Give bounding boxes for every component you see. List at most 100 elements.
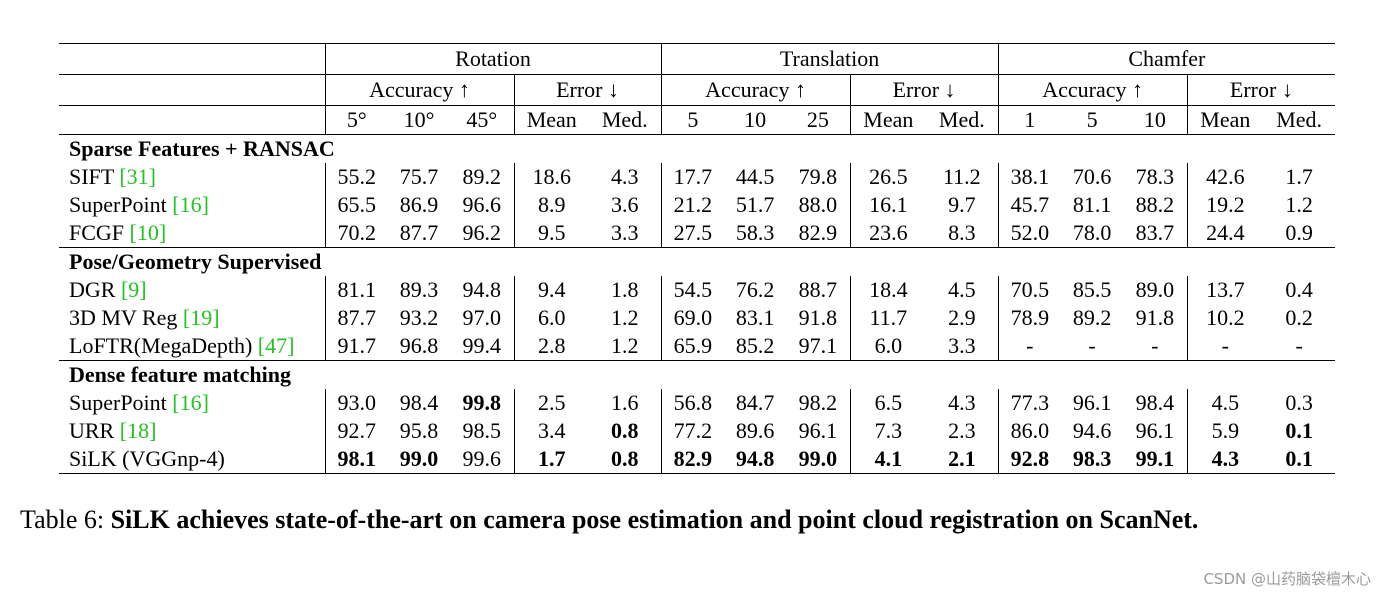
citation-link[interactable]: [9] xyxy=(120,277,147,302)
value-cell: 27.5 xyxy=(660,219,725,248)
column-header: 5 xyxy=(660,105,725,135)
citation-link[interactable]: [31] xyxy=(119,164,156,189)
column-header: Med. xyxy=(589,105,662,135)
value-cell: 65.5 xyxy=(324,191,388,219)
value-cell: 42.6 xyxy=(1186,163,1264,191)
value-cell: 24.4 xyxy=(1186,219,1264,248)
value-cell: 99.1 xyxy=(1123,445,1188,474)
subgroup-header: Accuracy ↑ xyxy=(324,74,514,106)
caption-text: SiLK achieves state-of-the-art on camera… xyxy=(110,505,1199,534)
value-cell: - xyxy=(1186,332,1264,361)
method-name-cell: LoFTR(MegaDepth) [47] xyxy=(59,332,325,361)
value-cell: 82.9 xyxy=(798,220,838,245)
value-cell: 99.8 xyxy=(462,390,502,415)
value-cell: 88.7 xyxy=(798,277,838,302)
value-cell: 89.2 xyxy=(1072,305,1112,330)
method-name: SuperPoint xyxy=(69,390,173,415)
results-table: Rotation Translation Chamfer Accuracy ↑ … xyxy=(59,43,1336,474)
method-name: LoFTR(MegaDepth) xyxy=(69,333,258,358)
value-cell: 87.7 xyxy=(399,220,439,245)
citation-link[interactable]: [16] xyxy=(172,192,209,217)
value-cell: 4.5 xyxy=(1186,389,1264,417)
value-cell: 86.0 xyxy=(997,417,1062,445)
value-cell: 77.3 xyxy=(997,389,1062,417)
value-cell: 1.7 xyxy=(513,445,589,474)
value-cell: 8.3 xyxy=(948,220,976,245)
value-cell: 7.3 xyxy=(849,417,927,445)
value-cell: 98.3 xyxy=(1061,445,1124,474)
citation-link[interactable]: [16] xyxy=(172,390,209,415)
value-cell: 78.9 xyxy=(997,304,1062,332)
value-cell: 0.9 xyxy=(1285,220,1313,245)
value-cell: 5.9 xyxy=(1186,417,1264,445)
value-cell: 3.3 xyxy=(611,220,639,245)
value-cell: 94.8 xyxy=(724,445,787,474)
value-cell: 0.1 xyxy=(1285,418,1313,443)
value-cell: 93.0 xyxy=(324,389,388,417)
value-cell: 0.4 xyxy=(1285,277,1313,302)
value-cell: 78.0 xyxy=(1072,220,1112,245)
citation-link[interactable]: [18] xyxy=(119,418,157,443)
value-cell: 81.1 xyxy=(1072,192,1112,217)
value-cell: 89.2 xyxy=(462,164,502,189)
value-cell: 17.7 xyxy=(660,163,725,191)
value-cell: 78.3 xyxy=(1135,164,1175,189)
citation-link[interactable]: [19] xyxy=(182,305,220,330)
value-cell: 21.2 xyxy=(660,191,725,219)
value-cell: 0.3 xyxy=(1285,390,1313,415)
value-cell: 70.5 xyxy=(997,276,1062,304)
header-blank xyxy=(59,74,325,106)
value-cell: 97.0 xyxy=(462,305,502,330)
value-cell: 56.8 xyxy=(660,389,725,417)
method-name-cell: DGR [9] xyxy=(59,276,325,304)
value-cell: 89.0 xyxy=(1135,277,1175,302)
method-name-cell: SuperPoint [16] xyxy=(59,389,325,417)
value-cell: 3.6 xyxy=(611,192,639,217)
value-cell: 45.7 xyxy=(997,191,1062,219)
value-cell: 16.1 xyxy=(849,191,927,219)
caption-label: Table 6: xyxy=(20,505,111,534)
value-cell: 88.2 xyxy=(1135,192,1175,217)
table-row: DGR [9] 81.1 89.3 94.8 9.4 1.8 54.5 76.2 88.7 18.… xyxy=(59,276,1335,304)
value-cell: 19.2 xyxy=(1186,191,1264,219)
subgroup-header: Error ↓ xyxy=(1186,74,1336,106)
table-row: SuperPoint [16] 93.0 98.4 99.8 2.5 1.6 56.8 84.… xyxy=(59,389,1335,417)
value-cell: 0.8 xyxy=(589,445,662,474)
value-cell: 23.6 xyxy=(849,219,927,248)
method-name-cell: SuperPoint [16] xyxy=(59,191,325,219)
group-header-chamfer: Chamfer xyxy=(997,43,1336,75)
value-cell: 1.8 xyxy=(611,277,639,302)
value-cell: 1.7 xyxy=(1285,164,1313,189)
table-row: FCGF [10] 70.2 87.7 96.2 9.5 3.3 27.5 58.3 82.9 2… xyxy=(59,219,1335,248)
method-name-cell: URR [18] xyxy=(59,417,325,445)
section-title: Pose/Geometry Supervised xyxy=(59,247,1336,276)
value-cell: 70.6 xyxy=(1072,164,1112,189)
value-cell: 87.7 xyxy=(324,304,388,332)
method-name-cell: FCGF [10] xyxy=(59,219,325,248)
section-title: Sparse Features + RANSAC xyxy=(69,136,335,161)
citation-link[interactable]: [10] xyxy=(129,220,167,245)
method-name: SiLK (VGGnp-4) xyxy=(69,446,225,471)
value-cell: 3.4 xyxy=(513,417,589,445)
method-name: 3D MV Reg xyxy=(69,305,183,330)
table-row: SIFT [31] 55.2 75.7 89.2 18.6 4.3 17.7 44.5 79.8… xyxy=(59,163,1335,191)
value-cell: 96.1 xyxy=(1135,418,1175,443)
value-cell: 2.5 xyxy=(513,389,589,417)
table-row: 3D MV Reg [19] 87.7 93.2 97.0 6.0 1.2 69.0 83.1… xyxy=(59,304,1335,332)
value-cell: 91.8 xyxy=(798,305,838,330)
value-cell: 26.5 xyxy=(849,163,927,191)
value-cell: 54.5 xyxy=(660,276,725,304)
value-cell: - xyxy=(997,332,1062,361)
method-name-cell: SiLK (VGGnp-4) xyxy=(59,445,325,474)
value-cell: 4.3 xyxy=(948,390,976,415)
method-name: SuperPoint xyxy=(69,192,173,217)
value-cell: 76.2 xyxy=(735,277,775,302)
value-cell: 55.2 xyxy=(324,163,388,191)
column-header: 10° xyxy=(388,105,450,135)
value-cell: 65.9 xyxy=(660,332,725,361)
column-header: 10 xyxy=(1123,105,1188,135)
citation-link[interactable]: [47] xyxy=(257,333,295,358)
subgroup-header: Accuracy ↑ xyxy=(997,74,1188,106)
value-cell: 98.1 xyxy=(324,445,388,474)
value-cell: 69.0 xyxy=(660,304,725,332)
